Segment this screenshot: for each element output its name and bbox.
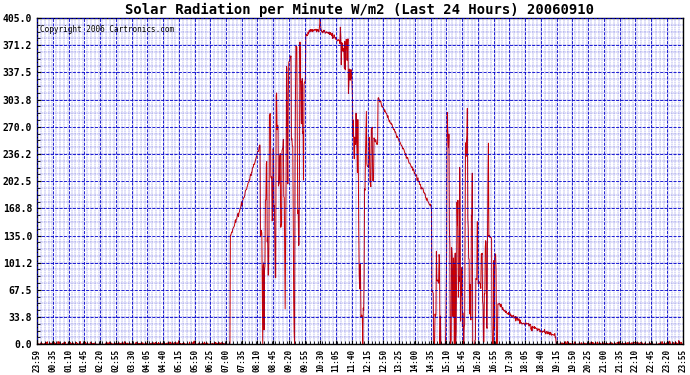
Title: Solar Radiation per Minute W/m2 (Last 24 Hours) 20060910: Solar Radiation per Minute W/m2 (Last 24… (126, 3, 594, 17)
Text: Copyright 2006 Cartronics.com: Copyright 2006 Cartronics.com (40, 25, 175, 34)
